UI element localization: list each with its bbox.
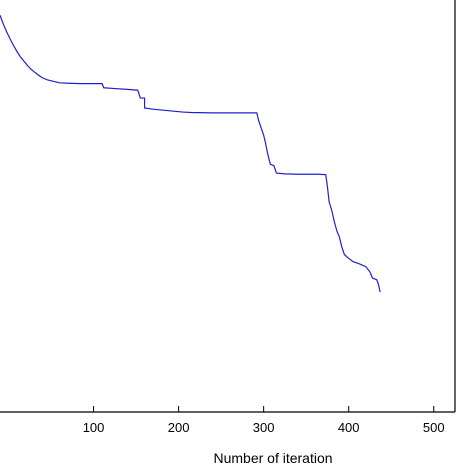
x-ticks: 100 200 300 400 500 [83,406,445,435]
x-tick-label-3: 400 [338,420,360,435]
series-line-0 [0,15,381,293]
plot-area: 100 200 300 400 500 [0,0,456,435]
x-axis-label: Number of iteration [213,450,332,466]
series-layer [0,15,381,293]
x-tick-label-1: 200 [168,420,190,435]
x-tick-label-2: 300 [253,420,275,435]
x-tick-label-4: 500 [423,420,445,435]
x-tick-label-0: 100 [83,420,105,435]
